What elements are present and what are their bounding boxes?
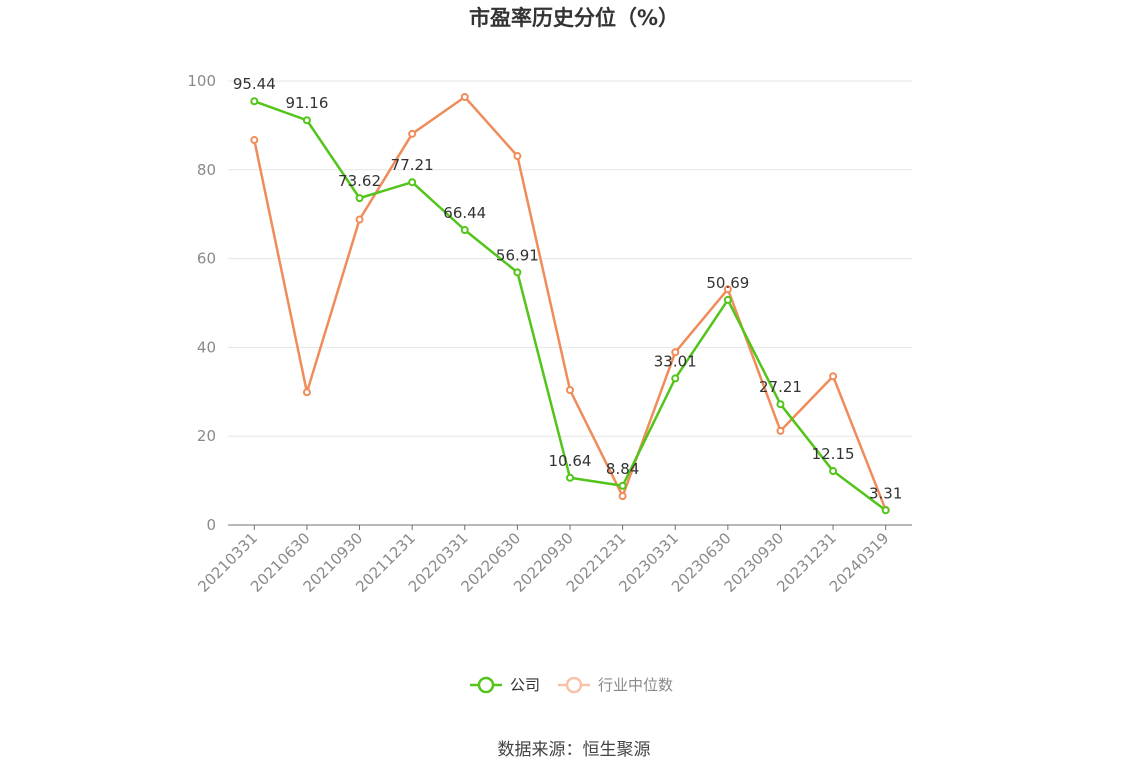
data-label: 33.01 — [654, 352, 697, 370]
data-point — [829, 467, 838, 476]
data-label: 73.62 — [338, 172, 381, 190]
data-label: 3.31 — [869, 484, 902, 502]
data-point — [513, 152, 522, 161]
data-label: 10.64 — [549, 452, 592, 470]
data-point — [250, 97, 259, 106]
data-point — [671, 348, 680, 357]
data-point — [829, 372, 838, 381]
data-label: 66.44 — [443, 204, 486, 222]
data-point — [408, 178, 417, 187]
y-tick-label: 0 — [206, 516, 216, 534]
data-point — [618, 492, 627, 501]
y-tick-label: 60 — [197, 250, 216, 268]
y-tick-label: 100 — [187, 72, 216, 90]
data-label: 12.15 — [812, 445, 855, 463]
legend-label: 公司 — [510, 676, 540, 694]
data-label: 8.84 — [606, 460, 639, 478]
chart-title: 市盈率历史分位（%） — [469, 6, 679, 30]
data-point — [250, 136, 259, 145]
data-point — [408, 129, 417, 138]
data-point — [460, 92, 469, 101]
series-line — [253, 95, 887, 511]
data-point — [723, 285, 732, 294]
grid — [228, 80, 912, 437]
data-point — [460, 226, 469, 235]
legend-item-company[interactable]: 公司 — [470, 676, 540, 694]
data-label: 77.21 — [391, 156, 434, 174]
data-point — [776, 400, 785, 409]
data-point — [723, 295, 732, 304]
legend[interactable]: 公司 行业中位数 — [470, 676, 673, 694]
legend-marker — [477, 676, 495, 694]
series-industry — [250, 92, 890, 514]
data-point — [618, 481, 627, 490]
source-note: 数据来源：恒生聚源 — [498, 740, 651, 760]
x-axis: 2021033120210630202109302021123120220331… — [194, 524, 912, 596]
data-point — [302, 388, 311, 397]
data-point — [355, 194, 364, 203]
data-label: 50.69 — [706, 274, 749, 292]
data-point — [355, 215, 364, 224]
series-company: 95.44 91.16 73.62 77.21 66.44 56.91 10.64 8.84 3… — [233, 75, 902, 515]
series-line — [253, 100, 887, 512]
data-label: 95.44 — [233, 75, 276, 93]
legend-marker — [565, 676, 583, 694]
y-tick-label: 20 — [197, 427, 216, 445]
data-label: 27.21 — [759, 378, 802, 396]
data-label: 91.16 — [285, 94, 328, 112]
data-point — [566, 473, 574, 482]
y-tick-label: 80 — [197, 161, 216, 179]
data-label: 56.91 — [496, 246, 539, 264]
y-axis: 0 20 40 60 80 100 — [187, 72, 216, 534]
data-point — [776, 426, 785, 435]
data-point — [881, 506, 890, 515]
data-point — [566, 386, 574, 395]
data-point — [671, 374, 680, 383]
legend-label: 行业中位数 — [598, 676, 673, 694]
data-point — [302, 116, 311, 125]
data-point — [513, 268, 522, 277]
series-layer: 95.44 91.16 73.62 77.21 66.44 56.91 10.64 8.84 3… — [233, 75, 902, 515]
legend-item-industry[interactable]: 行业中位数 — [558, 676, 673, 694]
y-tick-label: 40 — [197, 338, 216, 356]
